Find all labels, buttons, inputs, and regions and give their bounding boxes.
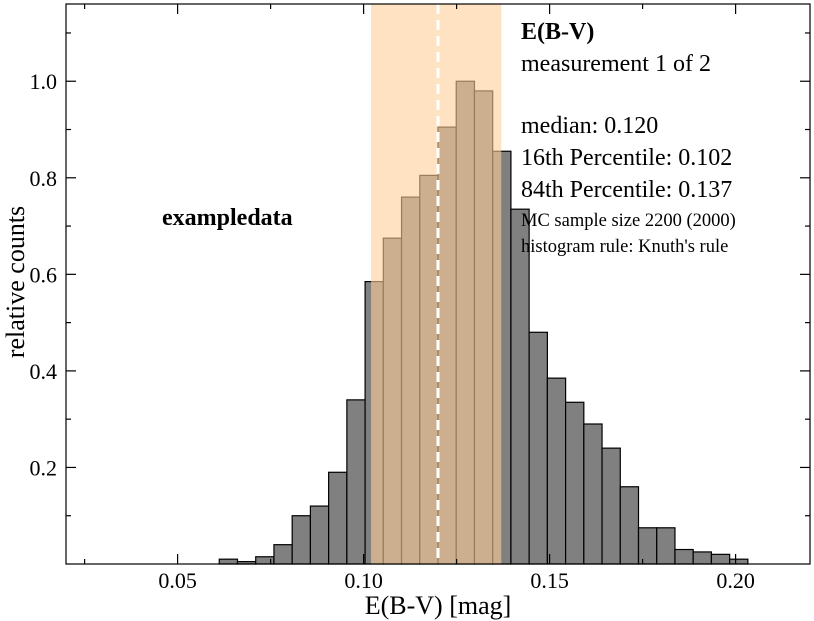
x-tick-label: 0.15 (530, 568, 569, 593)
chart-subtitle: measurement 1 of 2 (521, 51, 711, 77)
y-tick-label: 0.2 (30, 455, 58, 480)
histogram-bar (510, 208, 530, 565)
y-tick-label: 0.6 (30, 262, 58, 287)
histogram-bar (601, 447, 621, 565)
histogram-bar (218, 558, 239, 565)
histogram-bar (309, 505, 330, 565)
axis-ticks (66, 4, 810, 564)
y-tick-label: 0.4 (30, 359, 58, 384)
histogram-bar (328, 471, 348, 565)
x-axis-title: E(B-V) [mag] (365, 591, 512, 620)
histogram-bar (346, 399, 366, 565)
p84-stat: 84th Percentile: 0.137 (521, 177, 732, 203)
histogram-bar (729, 558, 749, 565)
sample-size-stat: MC sample size 2200 (2000) (521, 211, 736, 231)
median-stat: median: 0.120 (521, 113, 658, 139)
histogram-rule-stat: histogram rule: Knuth's rule (521, 237, 728, 257)
histogram-bar (528, 331, 548, 565)
histogram-bar (692, 551, 713, 565)
histogram-bar (291, 515, 312, 565)
plot-frame (65, 3, 811, 565)
histogram-bar (619, 486, 640, 565)
histogram-bar (273, 544, 293, 565)
y-axis-title: relative counts (1, 206, 30, 358)
histogram-bar (637, 527, 658, 565)
x-tick-label: 0.10 (344, 568, 383, 593)
histogram-bar (255, 556, 275, 565)
x-tick-label: 0.20 (716, 568, 755, 593)
histogram-bar (656, 527, 676, 565)
y-tick-label: 0.8 (30, 166, 58, 191)
p16-stat: 16th Percentile: 0.102 (521, 145, 732, 171)
histogram-bar (583, 423, 603, 565)
percentile-band (371, 4, 502, 564)
dataset-label: exampledata (162, 205, 293, 231)
chart-title: E(B-V) (521, 19, 594, 45)
histogram-bar (674, 548, 694, 565)
histogram-bar (546, 377, 567, 565)
x-tick-label: 0.05 (158, 568, 197, 593)
histogram-bar (564, 401, 585, 565)
y-tick-label: 1.0 (30, 69, 58, 94)
histogram-bar (710, 553, 731, 565)
